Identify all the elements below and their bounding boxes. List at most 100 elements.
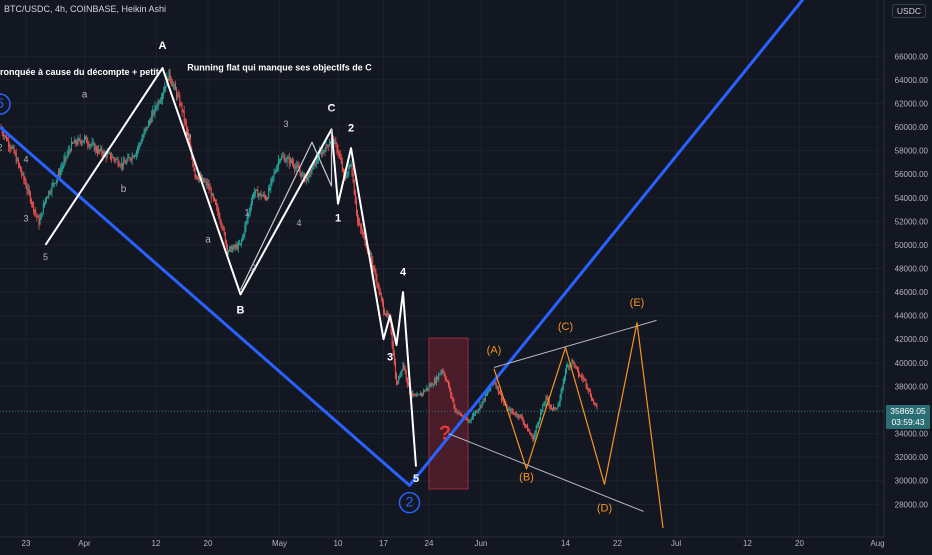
grey-wave-label: 1 bbox=[244, 207, 249, 217]
y-tick-label: 56000.00 bbox=[895, 170, 929, 179]
candle-body bbox=[377, 284, 379, 286]
grey-wave-label: 4 bbox=[23, 154, 28, 164]
candle-body bbox=[380, 293, 382, 299]
candle-body bbox=[350, 164, 352, 166]
candle-body bbox=[569, 363, 571, 367]
candle-body bbox=[59, 172, 61, 175]
candle-body bbox=[286, 158, 288, 162]
candle-body bbox=[384, 310, 386, 315]
candle-body bbox=[489, 388, 491, 391]
candle-body bbox=[7, 139, 9, 141]
y-tick-label: 54000.00 bbox=[895, 194, 929, 203]
candle-body bbox=[322, 150, 324, 155]
candle-body bbox=[76, 142, 78, 145]
candle-body bbox=[12, 146, 14, 148]
candle-body bbox=[101, 148, 103, 154]
candle-body bbox=[157, 100, 159, 107]
candle-body bbox=[456, 411, 458, 413]
symbol-header: BTC/USDC, 4h, COINBASE, Heikin Ashi bbox=[4, 4, 167, 14]
candle-body bbox=[318, 158, 319, 160]
candle-body bbox=[553, 406, 555, 409]
candle-body bbox=[466, 418, 468, 421]
candle-body bbox=[4, 135, 6, 137]
candle-body bbox=[105, 152, 107, 158]
blue-wave-label: 2 bbox=[406, 494, 414, 510]
candle-body bbox=[520, 415, 522, 417]
candle-body bbox=[517, 413, 519, 417]
grey-wave-label: 4 bbox=[296, 218, 301, 228]
blue-wave-label: 5 bbox=[0, 95, 4, 111]
candle-body bbox=[172, 85, 174, 86]
x-tick-label: Jun bbox=[475, 539, 488, 548]
candle-body bbox=[578, 369, 579, 376]
candle-body bbox=[285, 161, 287, 163]
candle-body bbox=[62, 165, 64, 168]
candle-body bbox=[362, 231, 364, 235]
candle-body bbox=[468, 420, 470, 422]
candle-body bbox=[502, 398, 504, 401]
candle-body bbox=[223, 228, 225, 235]
candle-body bbox=[398, 376, 400, 384]
candle-body bbox=[511, 410, 513, 413]
candle-body bbox=[69, 150, 71, 152]
candle-body bbox=[458, 411, 460, 414]
x-tick-label: Apr bbox=[78, 539, 91, 548]
white-wave-label: A bbox=[159, 40, 167, 52]
candle-body bbox=[194, 169, 196, 177]
candle-body bbox=[487, 391, 488, 395]
candle-body bbox=[544, 402, 546, 405]
orange-wave-label: (A) bbox=[487, 344, 502, 356]
candle-body bbox=[67, 150, 69, 155]
candle-body bbox=[143, 131, 145, 137]
candle-body bbox=[361, 227, 363, 234]
candle-body bbox=[8, 140, 10, 147]
candle-body bbox=[319, 151, 321, 159]
candle-body bbox=[354, 191, 356, 205]
currency-badge[interactable]: USDC bbox=[891, 4, 926, 18]
candle-body bbox=[28, 188, 30, 194]
candle-body bbox=[548, 401, 550, 407]
candle-body bbox=[289, 158, 291, 163]
candle-body bbox=[6, 135, 7, 142]
candle-body bbox=[98, 148, 100, 153]
candle-body bbox=[73, 142, 75, 144]
candle-body bbox=[181, 103, 183, 112]
x-tick-label: 20 bbox=[795, 539, 804, 548]
candle-body bbox=[412, 392, 414, 396]
white-wave-line bbox=[44, 67, 417, 467]
candle-body bbox=[476, 411, 478, 413]
candle-body bbox=[90, 144, 92, 146]
candle-body bbox=[546, 397, 548, 399]
candle-body bbox=[462, 415, 464, 418]
grey-wave-label: a bbox=[82, 90, 88, 101]
candle-body bbox=[45, 197, 46, 204]
candle-body bbox=[358, 218, 360, 224]
orange-wave-label: (B) bbox=[519, 472, 534, 484]
candle-body bbox=[478, 408, 480, 411]
candle-body bbox=[306, 176, 308, 180]
candle-body bbox=[403, 364, 405, 370]
candle-body bbox=[128, 157, 130, 159]
candle-body bbox=[133, 155, 135, 158]
candle-body bbox=[196, 176, 198, 179]
candle-body bbox=[111, 157, 113, 159]
candle-body bbox=[17, 159, 19, 165]
candle-body bbox=[102, 152, 104, 157]
grey-wave-label: b bbox=[121, 184, 127, 195]
candle-body bbox=[65, 156, 67, 158]
candle-body bbox=[554, 407, 556, 410]
candle-body bbox=[29, 192, 31, 203]
candle-body bbox=[575, 365, 577, 368]
candle-body bbox=[258, 194, 260, 196]
candle-body bbox=[47, 196, 49, 199]
candle-body bbox=[543, 404, 545, 407]
candle-body bbox=[255, 189, 257, 194]
candle-body bbox=[523, 422, 525, 425]
candle-body bbox=[519, 414, 521, 418]
candle-body bbox=[302, 173, 304, 175]
candle-body bbox=[204, 181, 206, 182]
candle-body bbox=[422, 393, 423, 395]
candle-body bbox=[60, 169, 62, 175]
